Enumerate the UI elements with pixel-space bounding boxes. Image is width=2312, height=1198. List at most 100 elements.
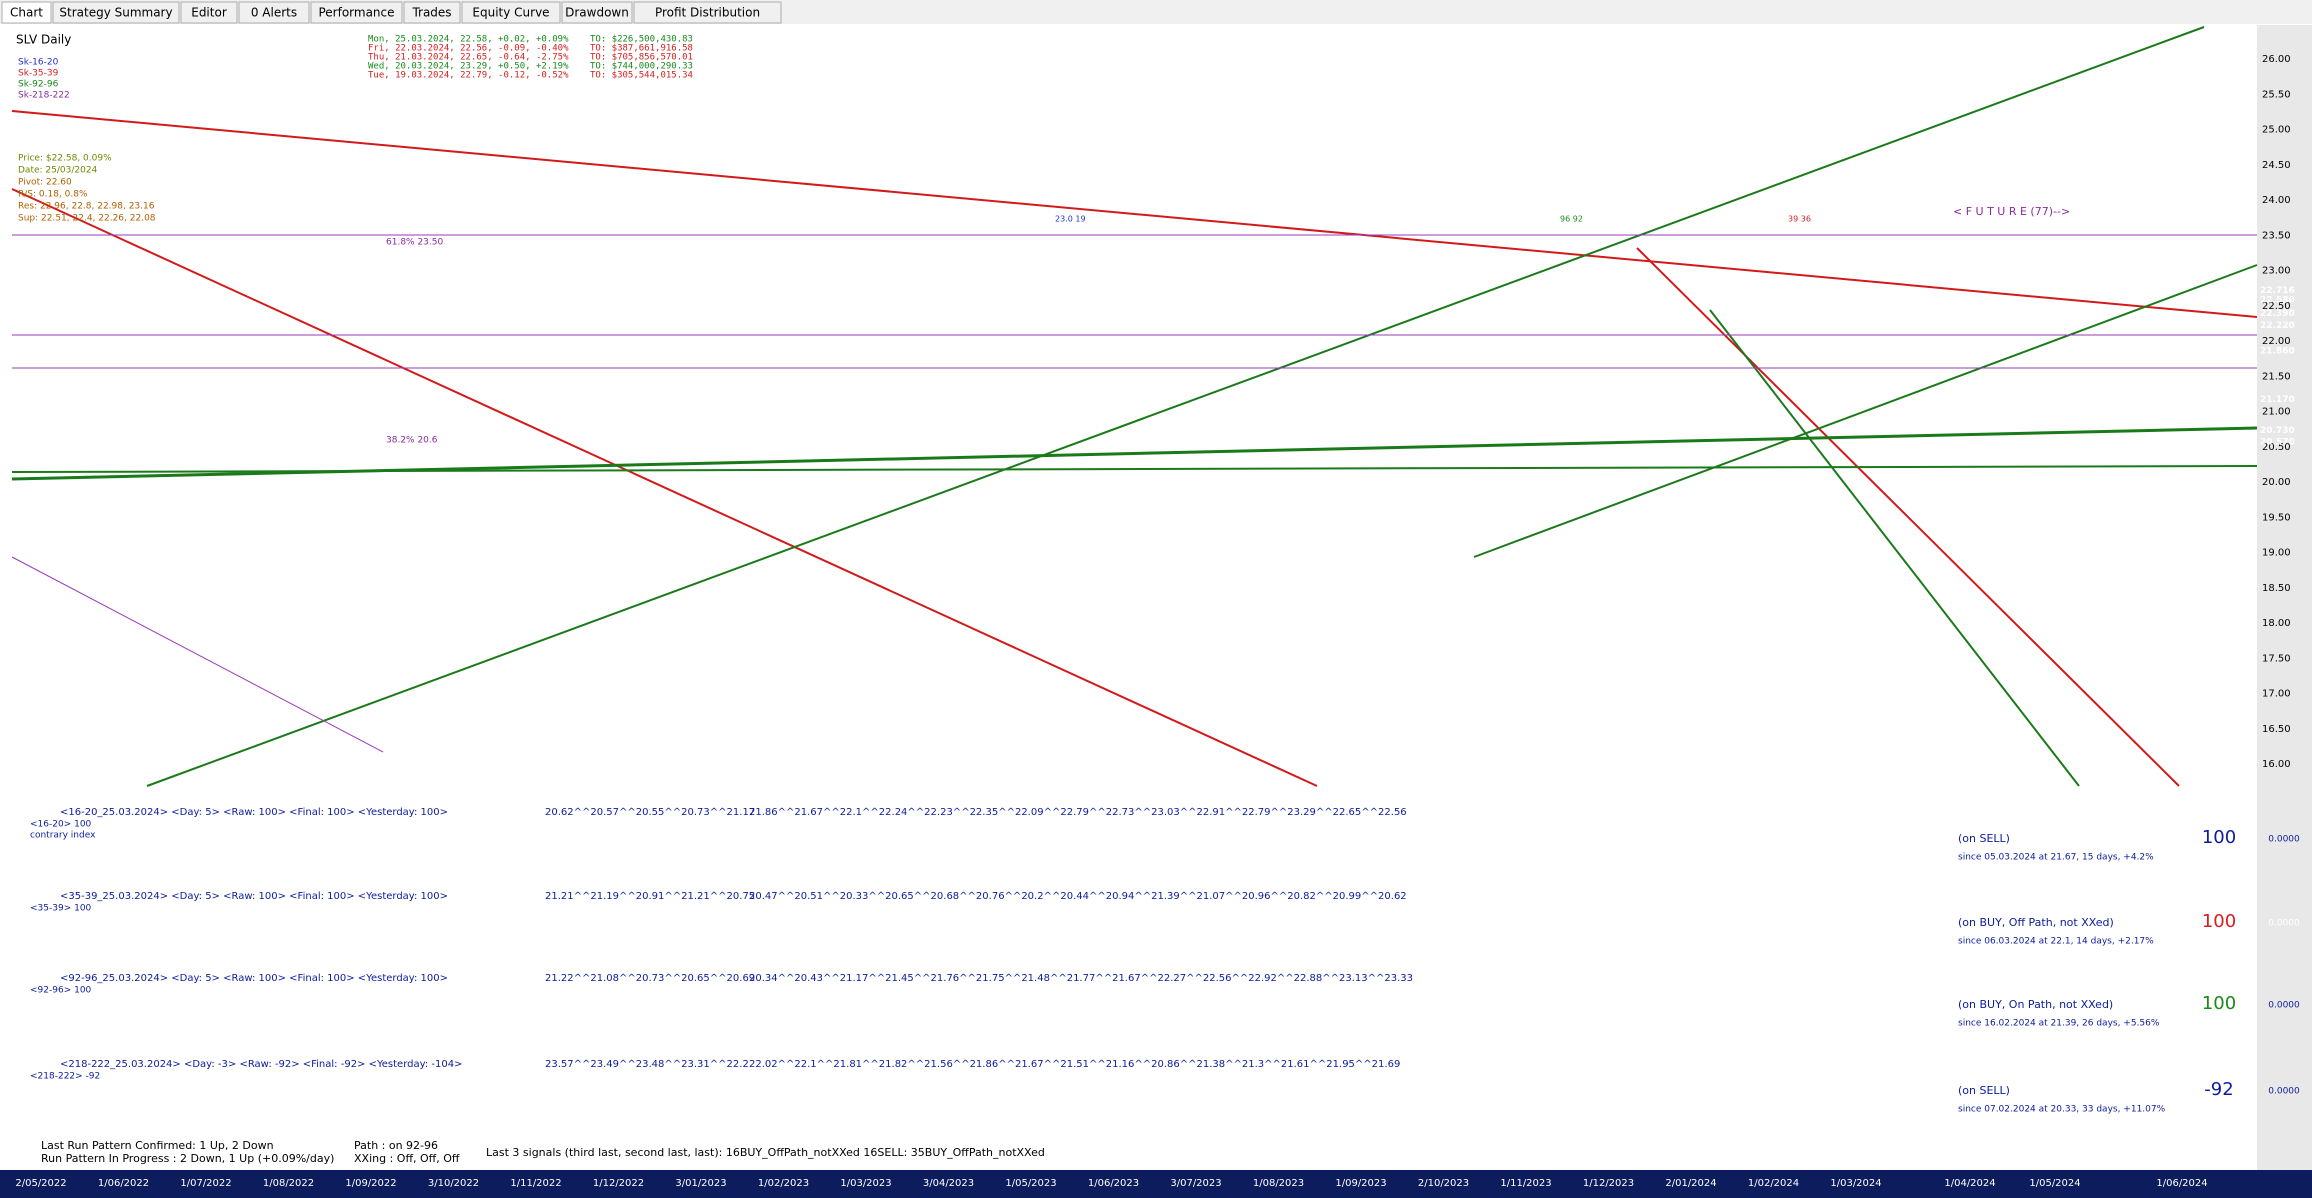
x-tick-label: 1/09/2023 (1335, 1178, 1386, 1189)
panel-status: (on SELL) (1958, 832, 2010, 845)
quote-turnover: TO: $744,000,290.33 (590, 62, 693, 72)
tab-label[interactable]: Strategy Summary (59, 6, 172, 20)
tab-label[interactable]: Profit Distribution (655, 6, 760, 20)
x-tick-label: 1/07/2022 (180, 1178, 231, 1189)
y-tick-label: 22.00 (2262, 336, 2291, 347)
tab[interactable] (180, 1, 238, 24)
tab[interactable] (310, 1, 403, 24)
panel-label: <218-222> -92 (30, 1072, 100, 1082)
annotation: 38.2% 20.6 (386, 436, 438, 446)
y-tick-label: 21.00 (2262, 407, 2291, 418)
x-tick-label: 1/11/2022 (510, 1178, 561, 1189)
tab[interactable] (1, 1, 52, 24)
footer-text: XXing : Off, Off, Off (354, 1152, 460, 1165)
annotation: 23.0 19 (1055, 215, 1086, 224)
tab-label[interactable]: Equity Curve (472, 6, 549, 20)
annotation: 61.8% 23.50 (386, 238, 443, 248)
x-tick-label: 1/08/2023 (1253, 1178, 1304, 1189)
symbol: SLV Daily (16, 33, 71, 47)
x-tick-label: 1/12/2022 (593, 1178, 644, 1189)
tab-label[interactable]: Performance (318, 6, 394, 20)
y-tick-label: 18.00 (2262, 618, 2291, 629)
price-info: Price: $22.58, 0.09% (18, 154, 112, 164)
annotation: < F U T U R E (77)--> (1953, 205, 2070, 218)
legend-entry: Sk-218-222 (18, 91, 70, 101)
quote-line: Tue, 19.03.2024, 22.79, -0.12, -0.52% (368, 71, 569, 81)
x-tick-label: 1/06/2024 (2156, 1178, 2207, 1189)
panel-header: <16-20_25.03.2024> <Day: 5> <Raw: 100> <… (60, 807, 448, 818)
x-tick-label: 1/02/2024 (1748, 1178, 1799, 1189)
panel-note: contrary index (30, 831, 96, 841)
x-tick-label: 3/04/2023 (923, 1178, 974, 1189)
panel-header: <92-96_25.03.2024> <Day: 5> <Raw: 100> <… (60, 973, 448, 984)
x-tick-label: 1/03/2023 (840, 1178, 891, 1189)
tab-label[interactable]: Trades (411, 6, 451, 20)
tab-label[interactable]: Drawdown (565, 6, 629, 20)
footer-text: Last 3 signals (third last, second last,… (486, 1146, 1045, 1159)
panel-score: 100 (2202, 911, 2236, 932)
quote-line: Wed, 20.03.2024, 23.29, +0.50, +2.19% (368, 62, 569, 72)
price-tag: 22.580 (2260, 296, 2295, 306)
panel-since: since 06.03.2024 at 22.1, 14 days, +2.17… (1958, 937, 2154, 947)
footer-text: Last Run Pattern Confirmed: 1 Up, 2 Down (41, 1139, 274, 1152)
y-tick-label: 16.50 (2262, 724, 2291, 735)
price-tag: 22.390 (2260, 309, 2295, 319)
x-tick-label: 1/05/2024 (2029, 1178, 2080, 1189)
y-tick-label: 18.50 (2262, 583, 2291, 594)
tab-label[interactable]: Chart (10, 6, 43, 20)
y-tick-label: 20.00 (2262, 477, 2291, 488)
x-tick-label: 3/07/2023 (1170, 1178, 1221, 1189)
footer-text: Path : on 92-96 (354, 1139, 438, 1152)
x-tick-label: 2/05/2022 (15, 1178, 66, 1189)
y-tick-label: 22.50 (2262, 301, 2291, 312)
quote-line: Fri, 22.03.2024, 22.56, -0.09, -0.40% (368, 44, 569, 54)
y-tick-label: 26.00 (2262, 54, 2291, 65)
panel-sequence: 21.21^^21.19^^20.91^^21.21^^20.75 (545, 891, 755, 902)
price-info: Res: 22.96, 22.8, 22.98, 23.16 (18, 202, 155, 212)
panel-label: <16-20> 100 (30, 820, 92, 830)
trend-lines (11, 26, 2258, 787)
score-box-value: 0.0000 (2268, 919, 2300, 929)
panel-since: since 16.02.2024 at 21.39, 26 days, +5.5… (1958, 1019, 2160, 1029)
quote-turnover: TO: $226,500,430.83 (590, 35, 693, 45)
y-tick-label: 23.00 (2262, 266, 2291, 277)
panel-status: (on BUY, On Path, not XXed) (1958, 998, 2113, 1011)
legend-entry: Sk-16-20 (18, 58, 59, 68)
legend-entry: Sk-92-96 (18, 80, 59, 90)
panel-sequence: 23.57^^23.49^^23.48^^23.31^^22.2 (545, 1059, 749, 1070)
tab[interactable] (633, 1, 782, 24)
x-tick-label: 2/01/2024 (1665, 1178, 1716, 1189)
quote-turnover: TO: $705,856,570.01 (590, 53, 693, 63)
panel-status: (on SELL) (1958, 1084, 2010, 1097)
score-box-value: 0.0000 (2268, 1087, 2300, 1097)
tab[interactable] (461, 1, 561, 24)
legend-entry: Sk-35-39 (18, 69, 59, 79)
tab[interactable] (403, 1, 461, 24)
panel-since: since 05.03.2024 at 21.67, 15 days, +4.2… (1958, 853, 2154, 863)
tab[interactable] (561, 1, 633, 24)
y-tick-label: 24.50 (2262, 160, 2291, 171)
panel-sequence: 22.02^^22.1^^21.81^^21.82^^21.56^^21.86^… (749, 1059, 1400, 1070)
tab[interactable] (52, 1, 180, 24)
panel-sequence: 20.34^^20.43^^21.17^^21.45^^21.76^^21.75… (749, 973, 1413, 984)
x-tick-label: 1/03/2024 (1830, 1178, 1881, 1189)
panel-sequence: 20.47^^20.51^^20.33^^20.65^^20.68^^20.76… (749, 891, 1407, 902)
price-tag: 22.716 (2260, 286, 2295, 296)
quote-turnover: TO: $387,661,916.58 (590, 44, 693, 54)
panel-since: since 07.02.2024 at 20.33, 33 days, +11.… (1958, 1105, 2166, 1115)
date-axis (0, 1170, 2312, 1198)
x-tick-label: 1/12/2023 (1583, 1178, 1634, 1189)
x-tick-label: 1/02/2023 (758, 1178, 809, 1189)
tab[interactable] (238, 1, 310, 24)
panel-score: -92 (2204, 1079, 2233, 1100)
footer-text: Run Pattern In Progress : 2 Down, 1 Up (… (41, 1152, 334, 1165)
y-tick-label: 19.00 (2262, 548, 2291, 559)
price-info: R/S: 0.18, 0.8% (18, 190, 88, 200)
tab-label[interactable]: 0 Alerts (251, 6, 297, 20)
x-tick-label: 3/01/2023 (675, 1178, 726, 1189)
x-tick-label: 1/04/2024 (1944, 1178, 1995, 1189)
quote-line: Thu, 21.03.2024, 22.65, -0.64, -2.75% (368, 53, 569, 63)
tab-label[interactable]: Editor (191, 6, 227, 20)
